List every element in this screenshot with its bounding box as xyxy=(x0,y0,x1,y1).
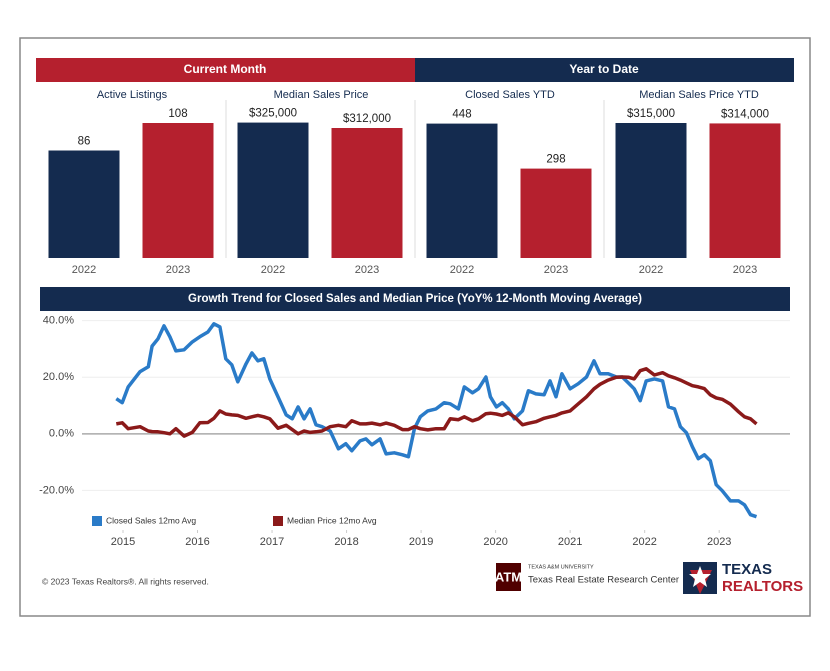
logo-mark: ATM xyxy=(495,569,522,584)
x-tick-label: 2023 xyxy=(355,264,379,276)
legend-swatch xyxy=(92,516,102,526)
x-tick-label: 2023 xyxy=(166,264,190,276)
value-label: 448 xyxy=(452,109,471,121)
header-bar xyxy=(415,58,794,82)
chart-title: Median Sales Price YTD xyxy=(639,89,759,101)
x-tick-label: 2021 xyxy=(558,536,582,548)
realtors-logo: TEXAS REALTORS xyxy=(683,561,803,595)
chart-title: Median Sales Price xyxy=(274,89,369,101)
header-title: Current Month xyxy=(184,62,267,76)
x-tick-label: 2022 xyxy=(450,264,474,276)
value-label: $314,000 xyxy=(721,108,769,120)
logo-text: TEXAS A&M UNIVERSITY xyxy=(528,564,594,570)
logo-text: TEXAS xyxy=(722,561,772,578)
bar xyxy=(520,168,592,258)
value-label: 108 xyxy=(168,108,187,120)
bar xyxy=(709,123,781,258)
bar xyxy=(48,150,120,258)
bar xyxy=(142,123,214,258)
x-tick-label: 2023 xyxy=(733,264,757,276)
value-label: $325,000 xyxy=(249,108,297,120)
x-tick-label: 2016 xyxy=(185,536,209,548)
bar xyxy=(331,128,403,258)
logo-text: REALTORS xyxy=(722,578,803,595)
x-tick-label: 2022 xyxy=(261,264,285,276)
line-series xyxy=(115,322,758,519)
legend-label: Closed Sales 12mo Avg xyxy=(106,515,196,525)
chart-title: Growth Trend for Closed Sales and Median… xyxy=(188,293,642,305)
chart-title-bar xyxy=(40,287,790,311)
y-tick-label: 0.0% xyxy=(49,428,74,440)
logo-box xyxy=(496,563,521,591)
legend-label: Median Price 12mo Avg xyxy=(287,515,377,525)
copyright: © 2023 Texas Realtors®. All rights reser… xyxy=(42,576,209,586)
x-tick-label: 2017 xyxy=(260,536,284,548)
value-label: $315,000 xyxy=(627,108,675,120)
y-tick-label: 20.0% xyxy=(43,371,74,383)
tamu-logo: ATM TEXAS A&M UNIVERSITY Texas Real Esta… xyxy=(495,563,679,591)
chart-title: Closed Sales YTD xyxy=(465,89,555,101)
logo-text: Texas Real Estate Research Center xyxy=(528,575,679,586)
y-tick-label: 40.0% xyxy=(43,315,74,327)
x-tick-label: 2022 xyxy=(72,264,96,276)
x-tick-label: 2020 xyxy=(483,536,507,548)
x-tick-label: 2023 xyxy=(707,536,731,548)
x-tick-label: 2022 xyxy=(632,536,656,548)
x-tick-label: 2022 xyxy=(639,264,663,276)
value-label: 298 xyxy=(546,154,565,166)
y-tick-label: -20.0% xyxy=(39,484,74,496)
value-label: $312,000 xyxy=(343,113,391,125)
header-title: Year to Date xyxy=(569,62,639,76)
line-series xyxy=(115,367,758,438)
legend-swatch xyxy=(273,516,283,526)
bar xyxy=(615,123,687,258)
header-bar xyxy=(36,58,415,82)
x-tick-label: 2018 xyxy=(334,536,358,548)
x-tick-label: 2015 xyxy=(111,536,135,548)
bar xyxy=(237,122,309,258)
bar xyxy=(426,123,498,258)
x-tick-label: 2023 xyxy=(544,264,568,276)
logo-star xyxy=(689,566,711,587)
x-tick-label: 2019 xyxy=(409,536,433,548)
chart-title: Active Listings xyxy=(97,89,168,101)
value-label: 86 xyxy=(78,136,91,148)
